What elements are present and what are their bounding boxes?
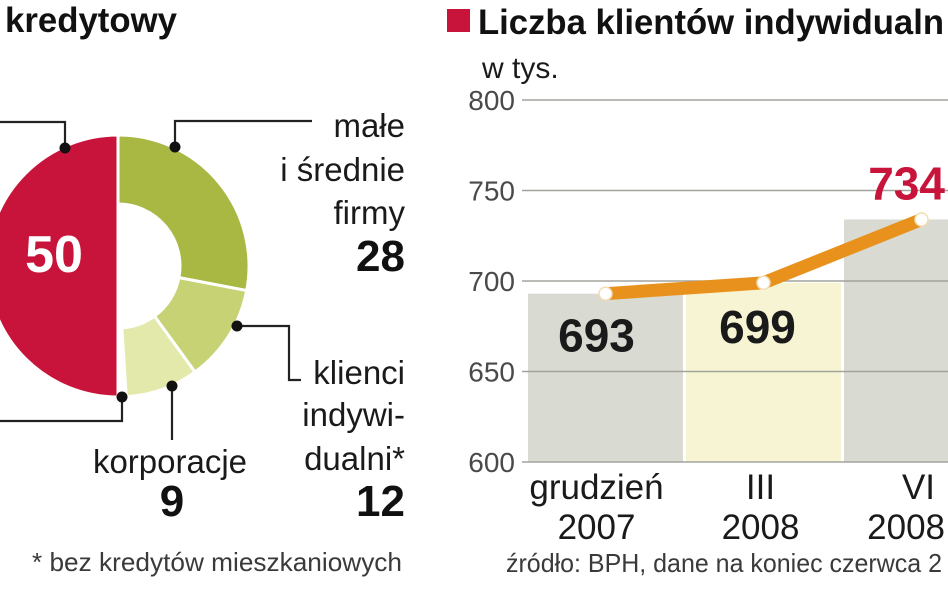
leader-line (237, 324, 301, 382)
source-note: źródło: BPH, dane na koniec czerwca 2 (506, 548, 942, 578)
leader-line (0, 120, 67, 148)
data-label-0: 693 (558, 310, 635, 362)
y-tick-label-4: 600 (468, 447, 515, 478)
line-chart-unit: w tys. (481, 52, 559, 85)
x-tick-label-0-0: grudzień (529, 468, 663, 507)
y-tick-label-0: 800 (468, 85, 515, 116)
value-column-1 (686, 282, 841, 462)
donut-chart-title: kredytowy (5, 1, 178, 40)
y-tick-label-2: 700 (468, 266, 515, 297)
point-marker-0 (598, 286, 613, 301)
title-marker-square (447, 9, 470, 32)
point-marker-1 (756, 275, 771, 291)
leader-dot (231, 320, 243, 332)
leader-dot (169, 141, 181, 153)
value-column-2 (844, 219, 948, 462)
x-tick-label-1-1: 2008 (722, 508, 800, 547)
slice-label-line: firmy (334, 194, 406, 231)
point-marker-2 (914, 212, 929, 227)
line-chart-panel: Liczba klientów indywidualn w tys. 800 75… (447, 3, 948, 578)
line-chart-title: Liczba klientów indywidualn (478, 3, 944, 42)
leader-line (0, 397, 124, 423)
slice-label-line: indywi- (302, 396, 405, 433)
slice-value-label: 50 (25, 226, 83, 284)
y-tick-label-3: 650 (468, 357, 515, 388)
donut-slice-1 (116, 133, 251, 293)
x-tick-label-2-0: VI (902, 468, 935, 507)
data-label-1: 699 (719, 301, 796, 353)
slice-value-label: 28 (356, 232, 405, 281)
leader-dot (166, 380, 178, 392)
footnote: * bez kredytów mieszkaniowych (32, 547, 402, 577)
y-axis-ticks: 800 750 700 650 600 (468, 85, 515, 478)
value-columns (528, 219, 948, 462)
x-tick-label-2-1: 2008 (867, 508, 945, 547)
slice-label-line: korporacje (93, 443, 247, 480)
x-tick-label-0-1: 2007 (558, 508, 636, 547)
data-label-2: 734 (868, 158, 945, 210)
slice-value-label: 9 (160, 477, 184, 526)
leader-line (173, 119, 312, 147)
leader-dot (116, 391, 128, 403)
slice-label-line: i średnie (280, 151, 405, 188)
leader-dot (59, 142, 71, 154)
slice-label-line: dualni* (304, 440, 405, 477)
slice-label-line: małe (333, 107, 405, 144)
value-column-0 (528, 293, 683, 462)
y-tick-label-1: 750 (468, 176, 515, 207)
donut-chart: kredytowy 50 małe i średnie firmy 28 kli… (0, 1, 405, 577)
slice-label-line: klienci (313, 354, 405, 391)
x-tick-label-1-0: III (746, 468, 775, 507)
slice-value-label: 12 (356, 477, 405, 526)
